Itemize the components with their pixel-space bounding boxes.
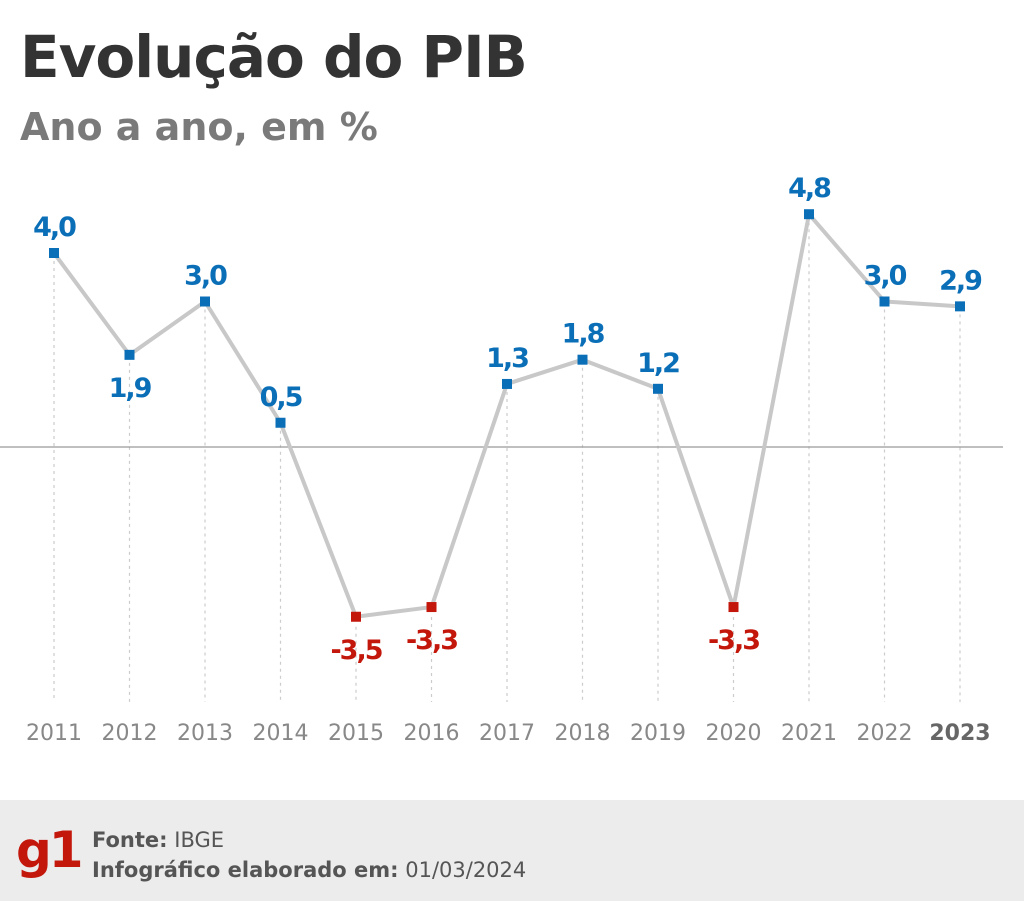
x-tick-label-2020: 2020 [706,721,762,746]
data-point-2013 [200,296,210,307]
data-point-2021 [804,209,814,220]
data-label-2012: 1,9 [109,373,152,404]
data-label-2019: 1,2 [637,348,679,379]
x-tick-label-2015: 2015 [328,721,384,746]
data-point-2016 [426,602,437,613]
data-point-2019 [653,383,663,394]
data-label-2021: 4,8 [788,173,831,204]
x-tick-label-2013: 2013 [177,721,233,746]
data-point-2014 [275,417,286,428]
data-point-2023 [955,301,965,312]
x-tick-label-2022: 2022 [857,721,913,746]
x-tick-label-2017: 2017 [479,721,535,746]
x-tick-label-2016: 2016 [404,721,460,746]
x-tick-label-2012: 2012 [102,721,158,746]
x-tick-label-2021: 2021 [781,721,837,746]
data-label-2014: 0,5 [260,382,302,413]
x-tick-label-2018: 2018 [555,721,611,746]
footer: g1 Fonte: IBGE Infográfico elaborado em:… [0,800,1024,901]
date-label: Infográfico elaborado em: [92,858,399,882]
data-point-2011 [49,248,59,258]
data-label-2023: 2,9 [939,265,982,296]
source-line: Fonte: IBGE [92,826,224,854]
chart-subtitle: Ano a ano, em % [20,105,378,149]
data-point-2020 [728,602,739,613]
data-point-2018 [577,354,588,365]
data-label-2020: -3,3 [708,625,759,656]
data-point-2022 [879,296,890,307]
data-point-2017 [502,378,512,389]
data-label-2016: -3,3 [406,625,457,656]
data-label-2015: -3,5 [330,635,381,666]
x-tick-label-2014: 2014 [253,721,309,746]
x-tick-label-2011: 2011 [26,721,82,746]
date-line: Infográfico elaborado em: 01/03/2024 [92,856,526,884]
data-label-2022: 3,0 [864,261,907,292]
data-point-2012 [124,349,135,360]
x-tick-label-2019: 2019 [630,721,686,746]
source-value: IBGE [174,828,225,852]
data-label-2013: 3,0 [184,261,227,292]
date-value: 01/03/2024 [405,858,527,882]
data-label-2011: 4,0 [33,212,76,243]
data-label-2017: 1,3 [486,343,528,374]
g1-logo: g1 [16,821,84,879]
chart-title: Evolução do PIB [20,23,528,91]
gdp-line-chart: 4,0 1,9 3,0 0,5 -3,5 -3,3 1,3 1,8 1,2 -3,3 4,8 3,0 2… [0,173,1003,746]
data-label-2018: 1,8 [562,319,605,350]
x-tick-label-2023: 2023 [929,721,990,746]
data-point-2015 [351,611,361,622]
source-label: Fonte: [92,828,168,852]
